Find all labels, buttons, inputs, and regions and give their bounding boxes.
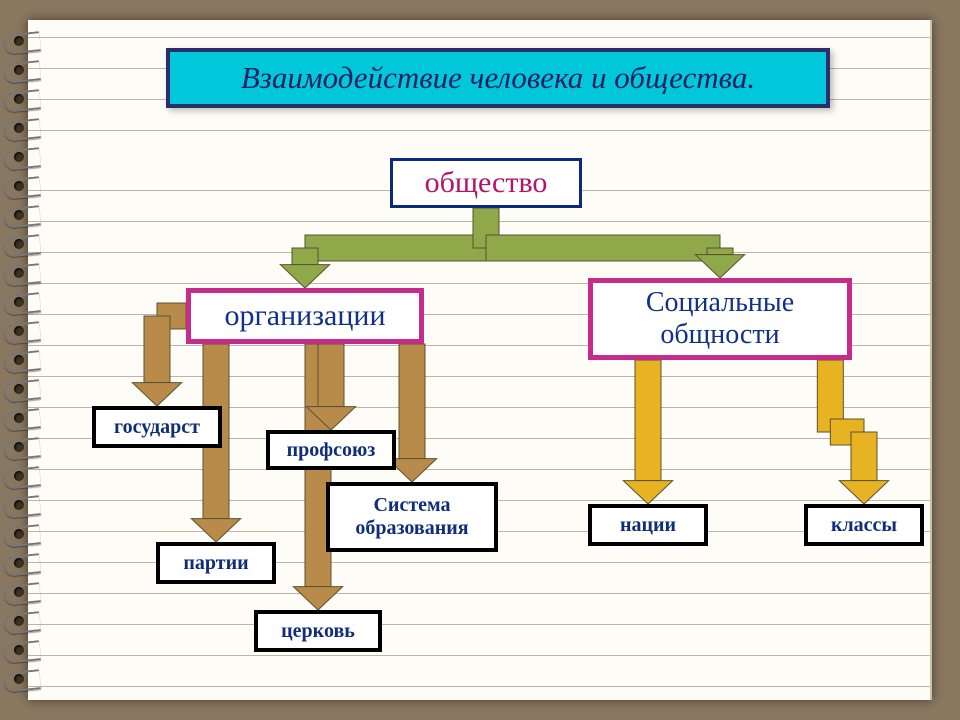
arrows-layer bbox=[28, 20, 932, 700]
node-organizations: организации bbox=[186, 288, 424, 344]
node-edu-label: Система образования bbox=[355, 494, 468, 540]
node-society-label: общество bbox=[425, 166, 548, 201]
node-nations-label: нации bbox=[620, 514, 676, 537]
node-edu: Система образования bbox=[326, 482, 498, 552]
node-parties-label: партии bbox=[183, 552, 248, 575]
node-state: государст bbox=[92, 406, 222, 448]
node-parties: партии bbox=[156, 542, 276, 584]
node-communities-label: Социальные общности bbox=[646, 287, 794, 351]
node-nations: нации bbox=[588, 504, 708, 546]
node-church: церковь bbox=[254, 610, 382, 652]
spiral-binding bbox=[4, 30, 48, 690]
notebook-page: Взаимодействие человека и общества. обще… bbox=[28, 20, 932, 700]
node-classes-label: классы bbox=[831, 514, 897, 537]
diagram-title: Взаимодействие человека и общества. bbox=[166, 48, 830, 108]
node-unions: профсоюз bbox=[266, 430, 396, 470]
node-state-label: государст bbox=[114, 416, 200, 439]
node-communities: Социальные общности bbox=[588, 278, 852, 360]
node-classes: классы bbox=[804, 504, 924, 546]
diagram-title-text: Взаимодействие человека и общества. bbox=[241, 60, 755, 96]
node-society: общество bbox=[390, 158, 582, 208]
node-church-label: церковь bbox=[281, 620, 355, 643]
node-unions-label: профсоюз bbox=[287, 439, 376, 462]
node-organizations-label: организации bbox=[224, 299, 385, 334]
